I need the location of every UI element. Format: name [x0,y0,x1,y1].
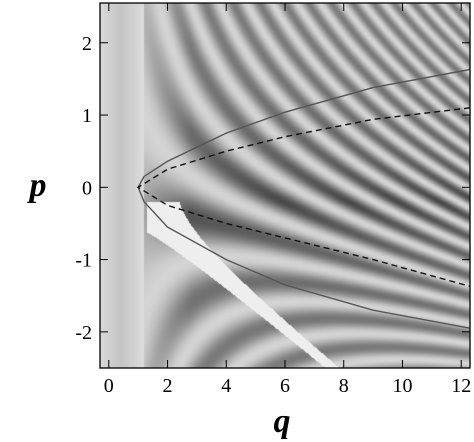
y-axis-title: p [27,167,47,204]
dashed-curve-1 [136,107,470,288]
x-tick-label: 8 [339,375,349,397]
curve-layer [136,68,470,329]
y-tick-label: 0 [82,177,92,199]
x-tick-label: 0 [104,375,114,397]
y-tick-label: -2 [75,322,92,344]
x-tick-label: 12 [451,375,471,397]
x-tick-label: 4 [221,375,231,397]
x-tick-label: 6 [280,375,290,397]
x-axis-title: q [274,403,291,440]
x-tick-label: 10 [392,375,412,397]
y-tick-label: -1 [75,250,92,272]
y-tick-label: 2 [82,33,92,55]
y-tick-label: 1 [82,105,92,127]
heatmap-field [100,3,470,368]
x-tick-label: 2 [163,375,173,397]
